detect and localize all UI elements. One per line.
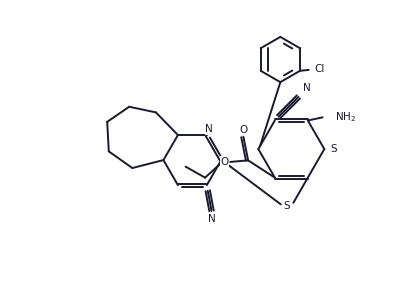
Text: S: S bbox=[330, 144, 337, 154]
Text: N: N bbox=[303, 83, 311, 93]
Text: Cl: Cl bbox=[314, 64, 325, 74]
Text: O: O bbox=[221, 157, 229, 167]
Text: O: O bbox=[239, 125, 247, 135]
Text: N: N bbox=[205, 124, 213, 135]
Text: NH$_2$: NH$_2$ bbox=[335, 110, 356, 124]
Text: N: N bbox=[208, 214, 216, 224]
Text: S: S bbox=[283, 201, 290, 211]
